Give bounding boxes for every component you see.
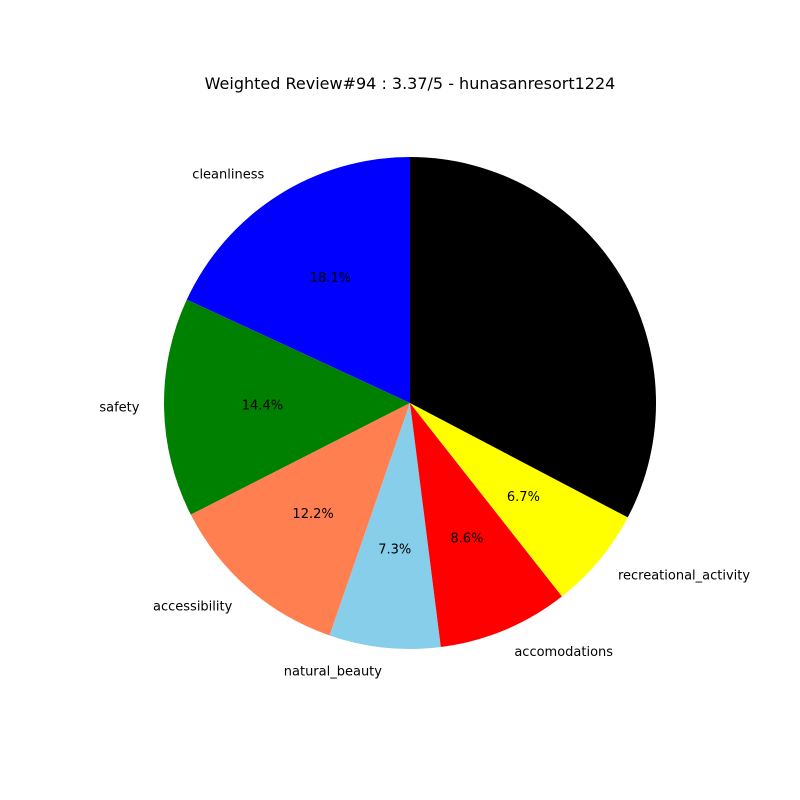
pie-slice-accessibility <box>190 403 410 636</box>
slice-percent-accomodations: 8.6% <box>450 532 483 547</box>
pie-labels: cleanliness 18.1% safety 14.4% accessibility… <box>99 167 750 679</box>
slice-label-accomodations: accomodations <box>514 645 613 660</box>
pie-slices <box>164 156 657 649</box>
pie-slice-recreational-activity <box>410 403 628 597</box>
slice-label-natural-beauty: natural_beauty <box>284 665 383 680</box>
slice-label-safety: safety <box>99 401 139 416</box>
slice-percent-cleanliness: 18.1% <box>310 271 351 286</box>
slice-label-recreational-activity: recreational_activity <box>618 569 750 584</box>
slice-label-cleanliness: cleanliness <box>192 167 264 182</box>
slice-label-accessibility: accessibility <box>153 600 233 615</box>
chart-title: Weighted Review#94 : 3.37/5 - hunasanres… <box>205 74 616 93</box>
pie-slice-accomodations <box>410 403 562 648</box>
pie-slice-safety <box>164 299 410 515</box>
slice-percent-recreational-activity: 6.7% <box>507 490 540 505</box>
slice-percent-natural-beauty: 7.3% <box>378 542 411 557</box>
slice-percent-accessibility: 12.2% <box>292 507 333 522</box>
slice-percent-safety: 14.4% <box>242 398 283 413</box>
pie-slice-cleanliness <box>186 157 410 403</box>
pie-slice-natural-beauty <box>329 403 441 649</box>
pie-slice-unlabeled-6 <box>410 156 657 518</box>
